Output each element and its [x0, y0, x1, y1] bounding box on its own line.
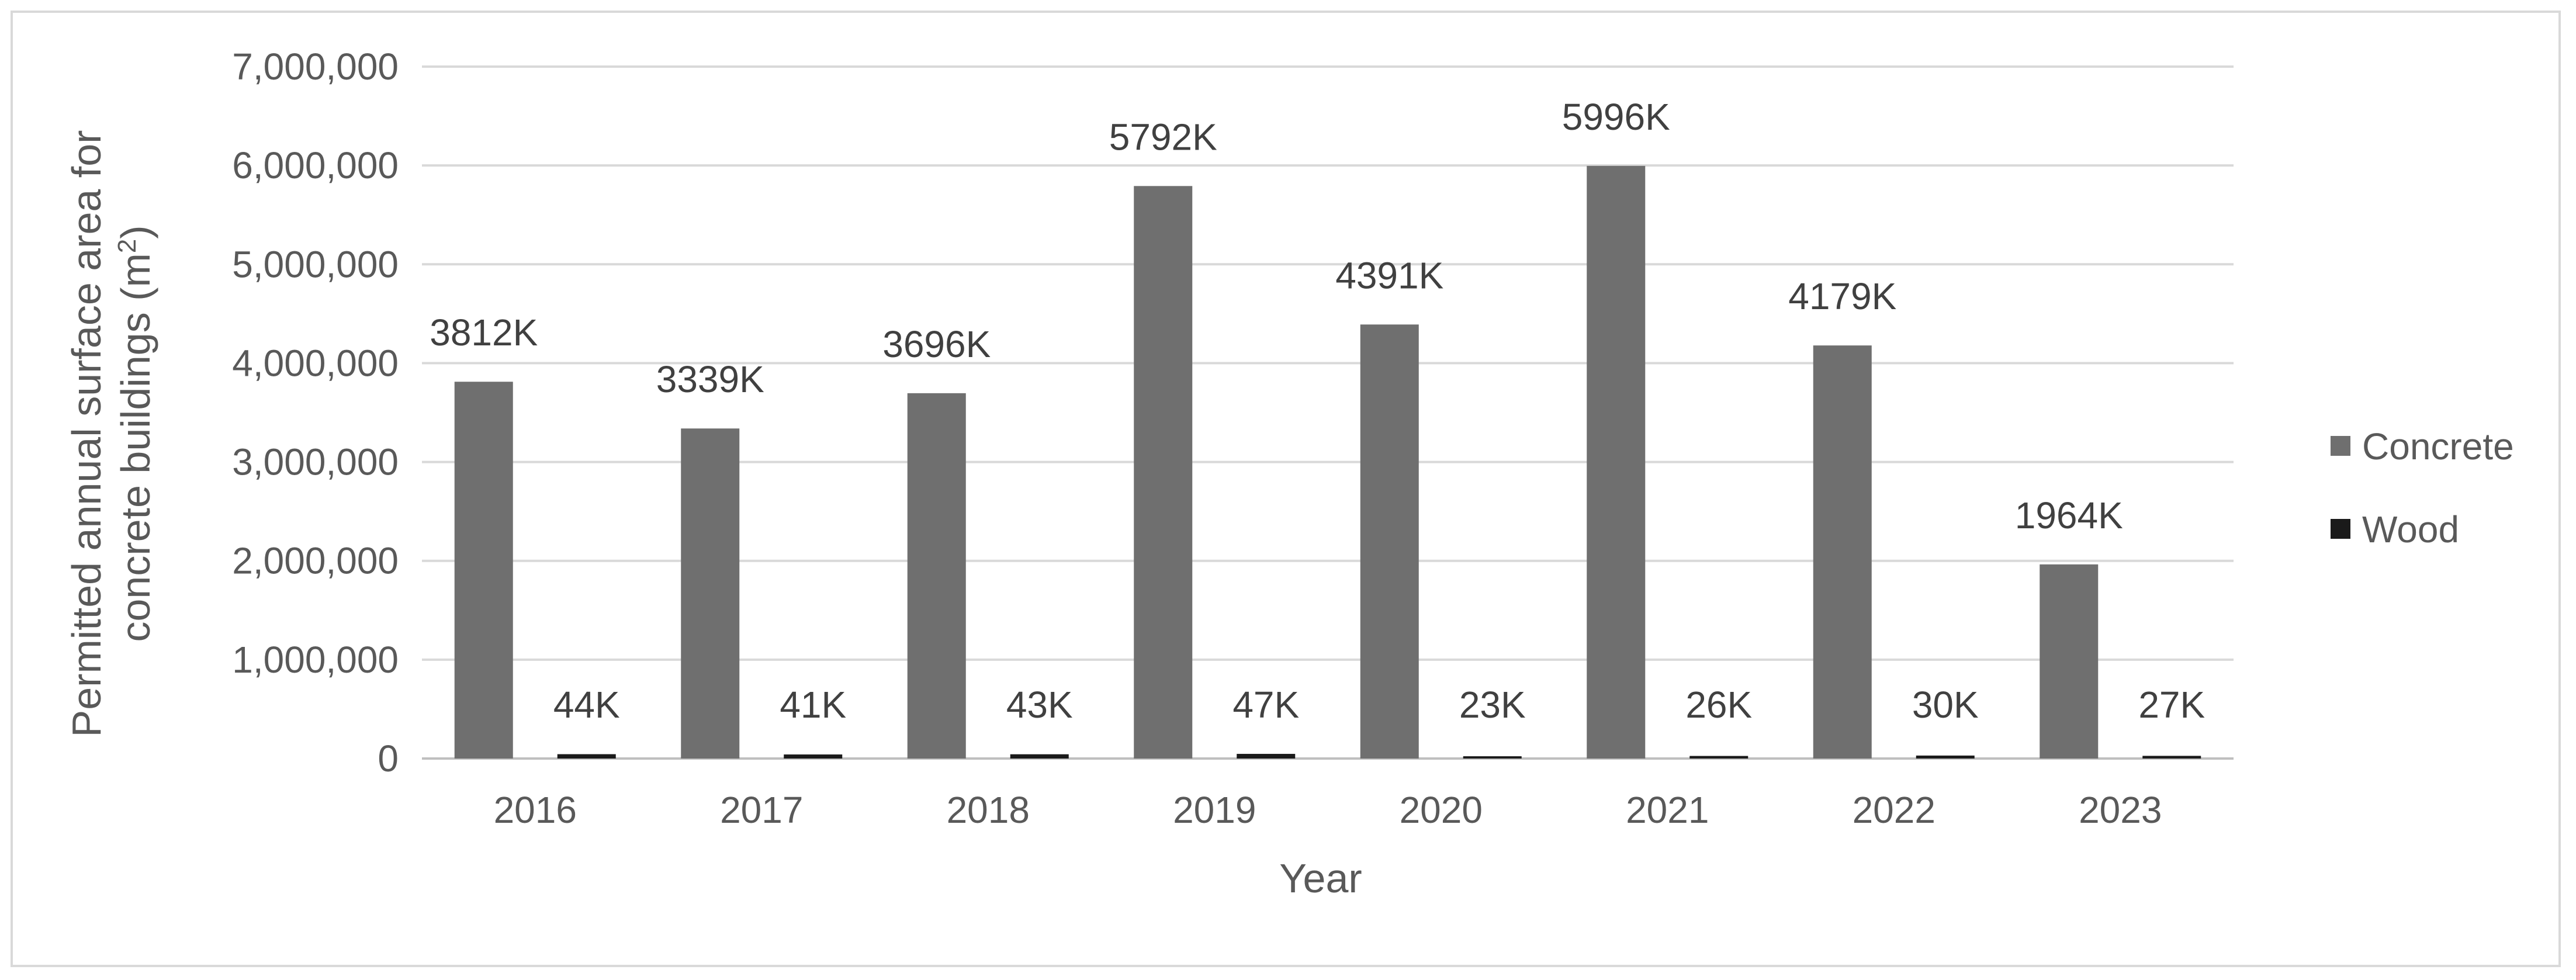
x-axis-ticks: 2016 2017 2018 2019 2020 2021 2022 2023 — [494, 789, 2162, 831]
bars — [454, 165, 2201, 759]
legend-label-concrete: Concrete — [2362, 425, 2514, 468]
y-tick-label: 2,000,000 — [232, 540, 399, 582]
y-axis-ticks: 0 1,000,000 2,000,000 3,000,000 4,000,000 5,0… — [232, 46, 399, 780]
x-tick-label: 2018 — [947, 789, 1030, 831]
y-axis-title: Permitted annual surface area for concre… — [64, 130, 158, 737]
y-axis-title-close: ) — [113, 225, 158, 238]
y-axis-title-line-1: Permitted annual surface area for — [64, 130, 109, 737]
x-tick-label: 2021 — [1626, 789, 1709, 831]
y-tick-label: 6,000,000 — [232, 144, 399, 186]
bar-concrete-2020 — [1360, 324, 1419, 759]
legend: Concrete Wood — [2331, 425, 2514, 550]
bar-chart: 0 1,000,000 2,000,000 3,000,000 4,000,000 5,0… — [64, 46, 2514, 901]
data-label-concrete-2018: 3696K — [882, 323, 991, 365]
chart-frame: 0 1,000,000 2,000,000 3,000,000 4,000,000 5,0… — [11, 11, 2561, 967]
bar-concrete-2022 — [1813, 345, 1872, 759]
data-label-wood-2017: 41K — [780, 684, 846, 726]
data-label-wood-2018: 43K — [1006, 684, 1073, 726]
bar-concrete-2019 — [1134, 186, 1193, 759]
data-label-concrete-2023: 1964K — [2015, 494, 2123, 536]
bar-concrete-2021 — [1587, 165, 1646, 759]
bar-wood-2021 — [1689, 756, 1749, 759]
y-axis-title-text: concrete buildings (m — [113, 253, 158, 642]
data-label-wood-2023: 27K — [2138, 684, 2205, 726]
data-label-wood-2021: 26K — [1685, 684, 1752, 726]
y-tick-label: 3,000,000 — [232, 441, 399, 483]
x-tick-label: 2017 — [720, 789, 803, 831]
x-tick-label: 2019 — [1173, 789, 1256, 831]
y-tick-label: 5,000,000 — [232, 243, 399, 285]
data-labels: 3812K 44K 3339K 41K 3696K 43K 5792K 47K 4391K 23K… — [430, 96, 2205, 726]
x-tick-label: 2016 — [494, 789, 577, 831]
legend-swatch-wood — [2331, 519, 2350, 539]
x-axis-title: Year — [1279, 856, 1362, 901]
data-label-wood-2016: 44K — [553, 684, 620, 726]
bar-wood-2023 — [2142, 756, 2201, 759]
y-tick-label: 4,000,000 — [232, 342, 399, 384]
y-tick-label: 7,000,000 — [232, 46, 399, 88]
legend-swatch-concrete — [2331, 436, 2350, 456]
x-tick-label: 2022 — [1853, 789, 1936, 831]
bar-wood-2016 — [557, 754, 616, 759]
y-tick-label: 0 — [378, 737, 399, 780]
bar-concrete-2016 — [454, 382, 513, 759]
data-label-concrete-2019: 5792K — [1109, 116, 1217, 158]
data-label-wood-2022: 30K — [1912, 684, 1979, 726]
bar-concrete-2023 — [2040, 564, 2099, 759]
data-label-concrete-2017: 3339K — [656, 358, 764, 400]
data-label-concrete-2021: 5996K — [1562, 96, 1670, 138]
bar-concrete-2018 — [907, 393, 966, 759]
bar-wood-2022 — [1916, 755, 1975, 759]
data-label-wood-2019: 47K — [1232, 684, 1299, 726]
x-tick-label: 2023 — [2079, 789, 2162, 831]
x-tick-label: 2020 — [1400, 789, 1483, 831]
data-label-concrete-2016: 3812K — [430, 311, 538, 354]
bar-wood-2018 — [1010, 754, 1069, 759]
legend-label-wood: Wood — [2362, 508, 2459, 550]
y-tick-label: 1,000,000 — [232, 639, 399, 681]
data-label-concrete-2020: 4391K — [1335, 254, 1443, 296]
bar-wood-2017 — [784, 754, 843, 759]
y-axis-title-line-2: concrete buildings (m2) — [113, 225, 159, 642]
data-label-wood-2020: 23K — [1459, 684, 1526, 726]
data-label-concrete-2022: 4179K — [1788, 275, 1896, 317]
y-axis-title-superscript: 2 — [113, 239, 141, 253]
bar-concrete-2017 — [681, 428, 740, 759]
bar-wood-2020 — [1463, 756, 1522, 759]
bar-wood-2019 — [1237, 754, 1296, 759]
